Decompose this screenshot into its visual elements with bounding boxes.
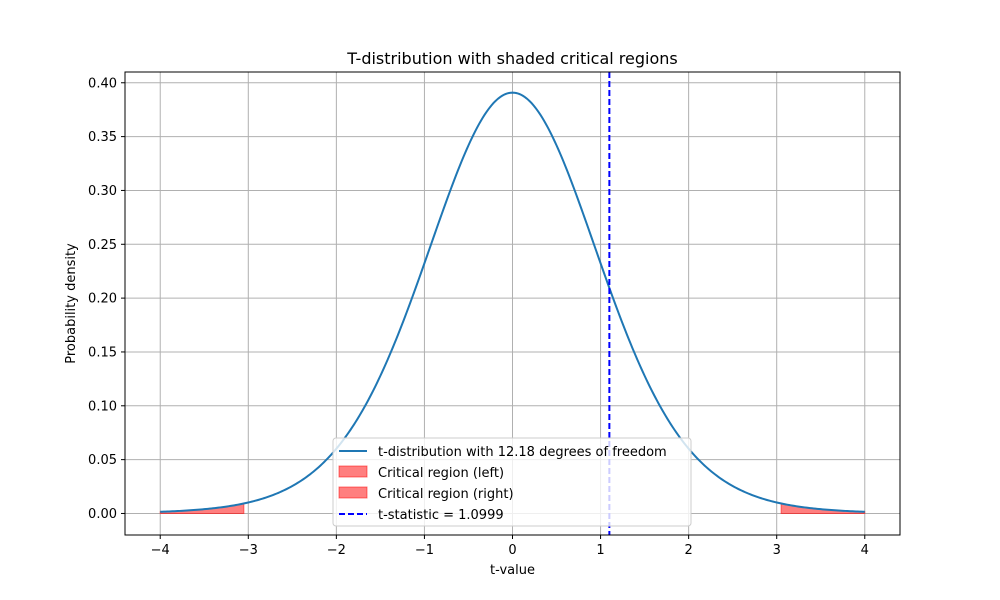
legend-box bbox=[332, 437, 692, 527]
legend-fill-swatch-left bbox=[338, 465, 368, 478]
y-tick-label: 0.20 bbox=[88, 292, 117, 307]
y-tick-label: 0.25 bbox=[88, 238, 117, 253]
y-tick-label: 0.00 bbox=[88, 507, 117, 522]
x-tick-label: 0 bbox=[508, 543, 516, 558]
y-tick-label: 0.30 bbox=[88, 184, 117, 199]
legend-label-t-statistic: t-statistic = 1.0999 bbox=[378, 508, 504, 523]
x-tick-label: 4 bbox=[861, 543, 869, 558]
plot-lines bbox=[160, 72, 865, 535]
x-tick-label: 3 bbox=[773, 543, 781, 558]
axis-ticks: −4 −3 −2 −1 0 1 2 3 4 0.00 0.05 0.10 0.15 0.20 0.25 0.3… bbox=[88, 76, 869, 558]
y-tick-label: 0.40 bbox=[88, 76, 117, 91]
x-tick-label: −2 bbox=[327, 543, 346, 558]
legend-label-distribution: t-distribution with 12.18 degrees of fre… bbox=[378, 445, 667, 460]
legend-label-critical-right: Critical region (right) bbox=[378, 487, 514, 502]
legend-label-critical-left: Critical region (left) bbox=[378, 466, 504, 481]
y-tick-label: 0.15 bbox=[88, 345, 117, 360]
chart-title: T-distribution with shaded critical regi… bbox=[346, 49, 678, 68]
legend: t-distribution with 12.18 degrees of fre… bbox=[332, 437, 692, 527]
distribution-curve bbox=[160, 91, 865, 513]
x-tick-label: −1 bbox=[415, 543, 434, 558]
legend-fill-swatch-right bbox=[338, 486, 368, 499]
y-axis-label: Probability density bbox=[64, 243, 79, 364]
x-tick-label: 1 bbox=[596, 543, 604, 558]
x-tick-label: −4 bbox=[151, 543, 170, 558]
y-tick-label: 0.05 bbox=[88, 453, 117, 468]
x-tick-label: −3 bbox=[239, 543, 258, 558]
y-tick-label: 0.10 bbox=[88, 399, 117, 414]
y-tick-label: 0.35 bbox=[88, 130, 117, 145]
x-tick-label: 2 bbox=[684, 543, 692, 558]
x-axis-label: t-value bbox=[490, 563, 535, 578]
